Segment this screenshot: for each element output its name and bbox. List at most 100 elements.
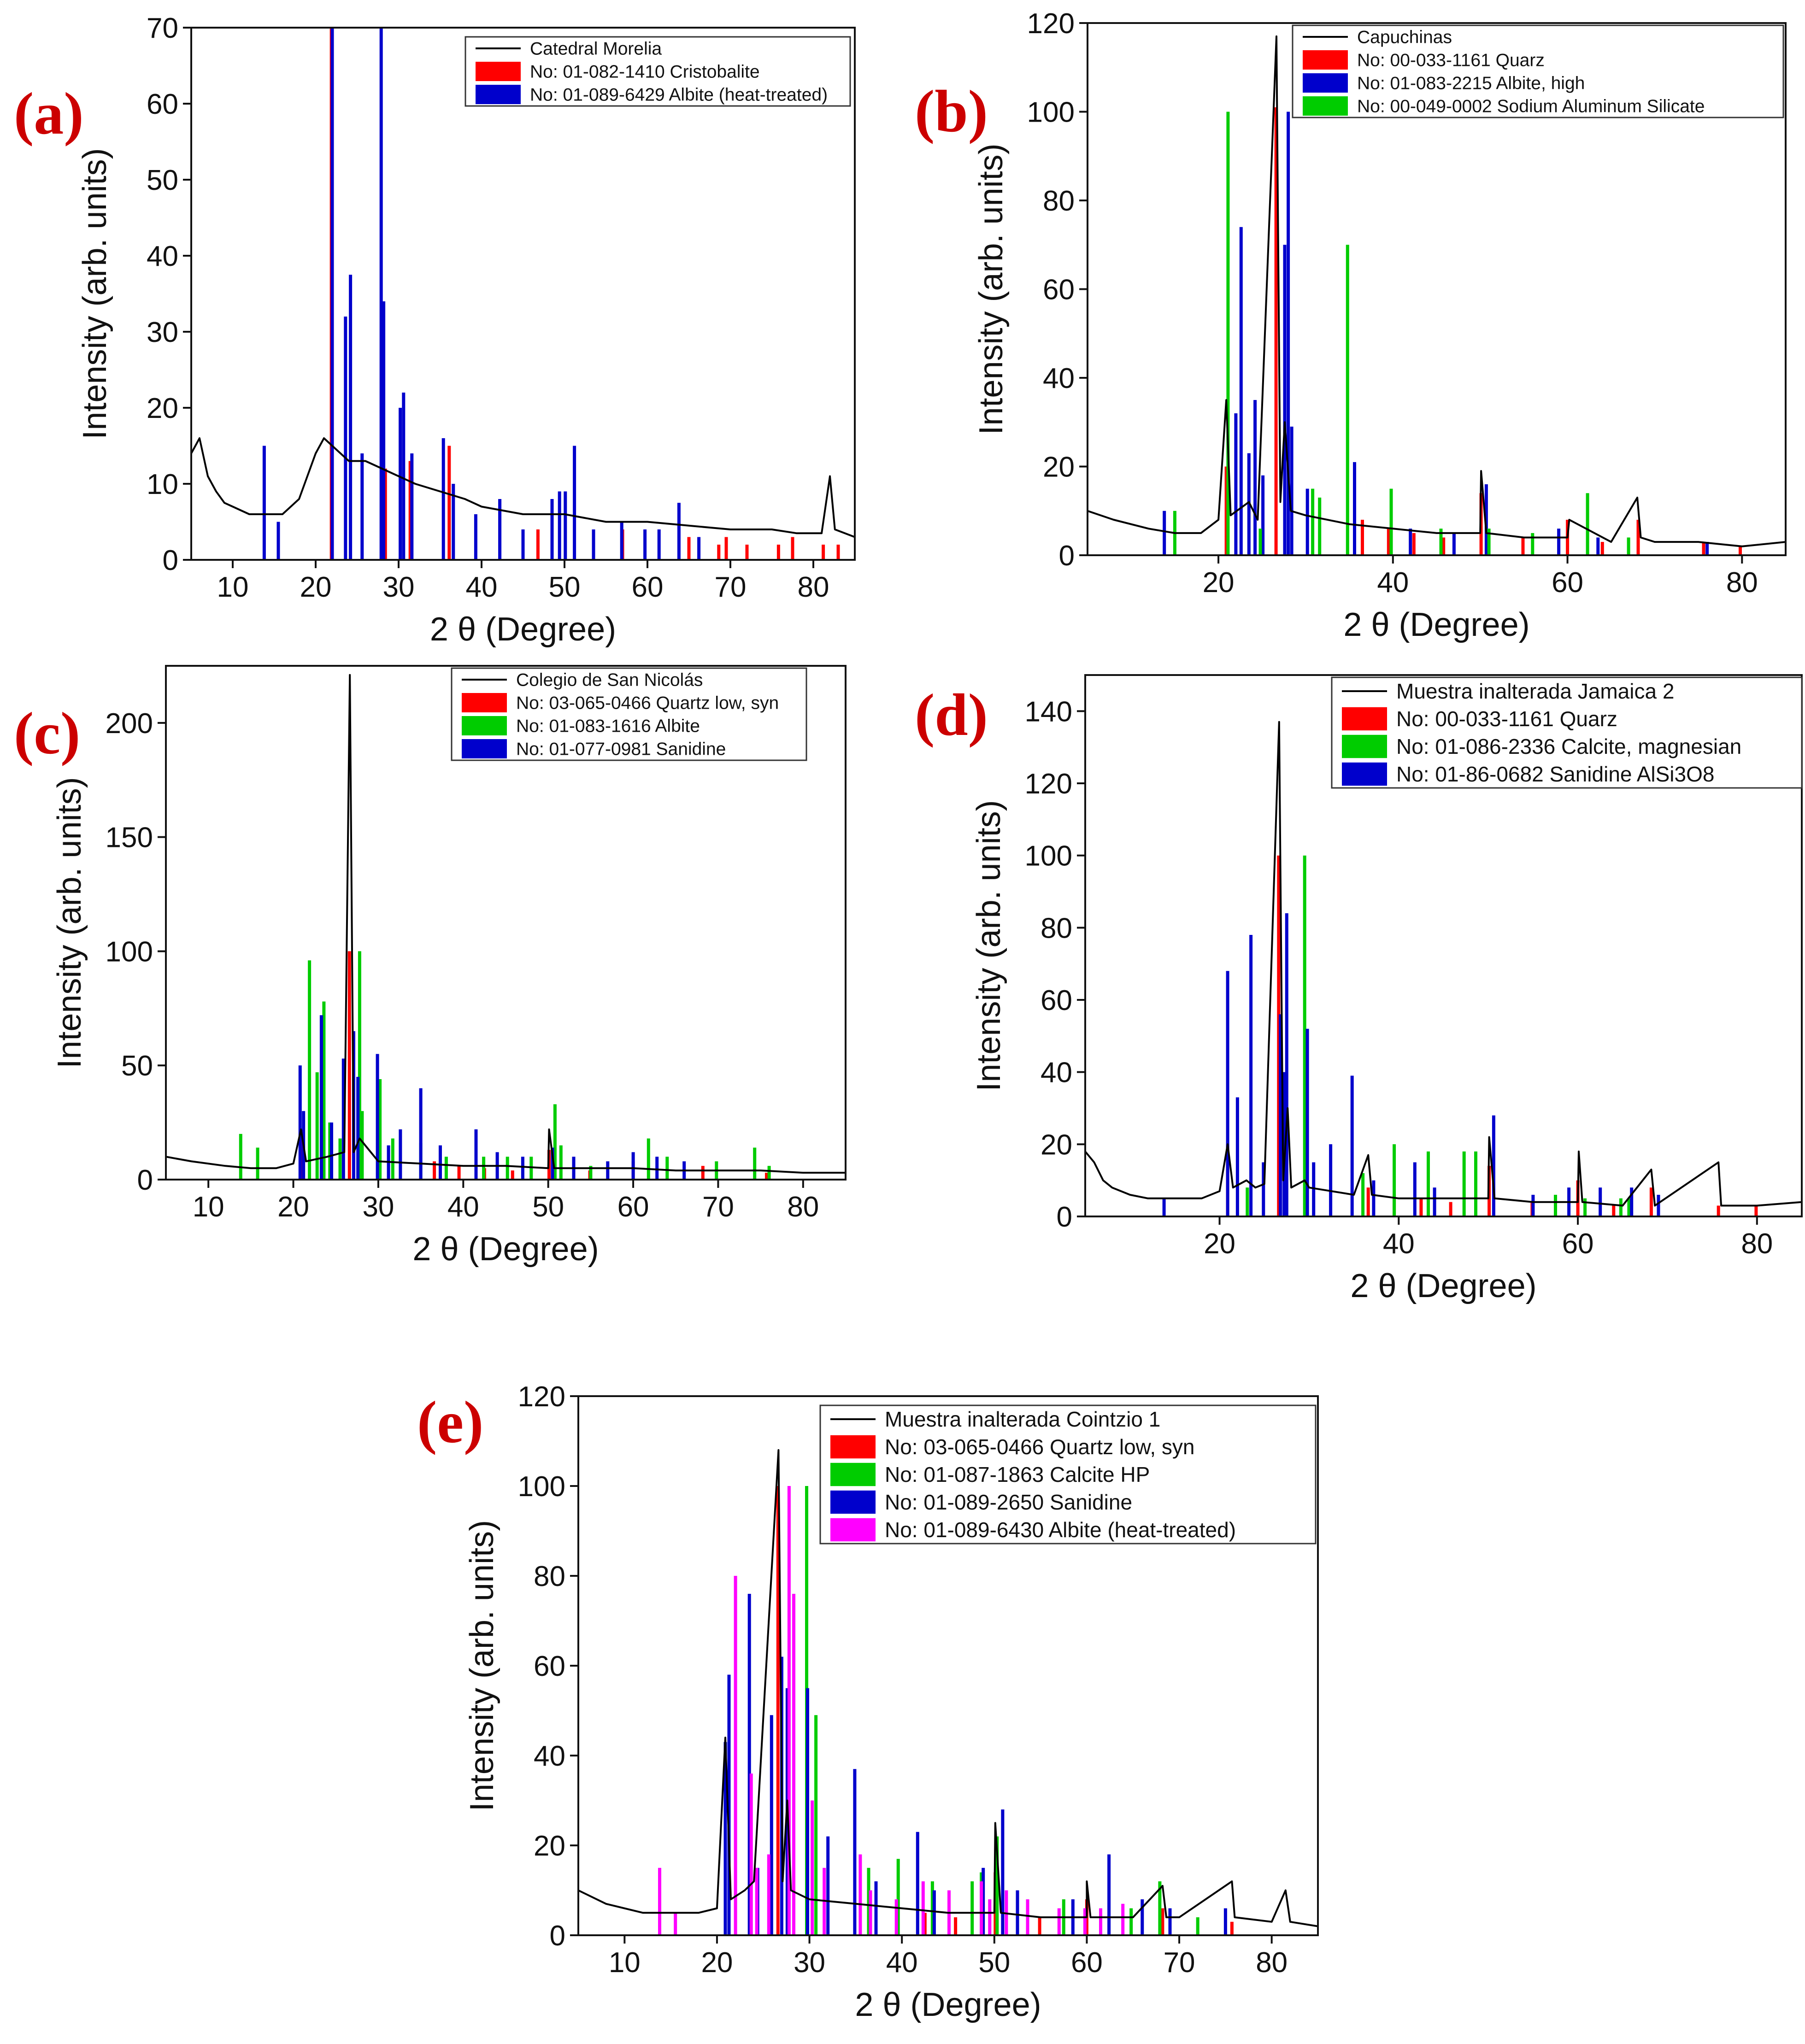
x-tick-label: 80 (798, 571, 829, 603)
legend-label: No: 01-86-0682 Sanidine AlSi3O8 (1396, 762, 1714, 786)
y-tick-label: 100 (1027, 97, 1075, 129)
panel-letter: (b) (915, 78, 988, 145)
panel-letter: (c) (14, 700, 80, 767)
panel-letter: (d) (915, 682, 988, 748)
y-tick-label: 150 (106, 822, 153, 854)
y-tick-label: 0 (1059, 540, 1075, 572)
y-tick-label: 140 (1025, 696, 1072, 728)
legend-color-swatch (1342, 734, 1387, 758)
legend-label: No: 03-065-0466 Quartz low, syn (885, 1435, 1194, 1459)
legend-color-swatch (462, 739, 507, 758)
panel-letter: (a) (14, 81, 84, 147)
pattern-line-muestra-inalterada-jamaica-2 (1085, 721, 1802, 1207)
y-tick-label: 30 (147, 317, 178, 348)
x-tick-label: 20 (300, 571, 332, 603)
legend: Capuchinas No: 00-033-1161 Quarz No: 01-08… (1292, 24, 1784, 118)
legend-label: No: 03-065-0466 Quartz low, syn (516, 693, 779, 713)
x-tick-label: 40 (466, 571, 498, 603)
x-tick-label: 40 (1383, 1228, 1415, 1260)
x-axis-label: 2 θ (Degree) (412, 1231, 599, 1268)
plot-frame (165, 665, 847, 1181)
y-tick-label: 120 (518, 1381, 565, 1413)
y-tick-label: 50 (121, 1050, 153, 1082)
legend-color-swatch (476, 85, 521, 104)
legend: Colegio de San Nicolás No: 03-065-0466 Qu… (451, 667, 807, 761)
y-tick-label: 100 (518, 1471, 565, 1503)
x-tick-label: 70 (1164, 1947, 1195, 1979)
y-tick-label: 0 (550, 1920, 565, 1952)
legend-label: No: 00-033-1161 Quarz (1396, 707, 1617, 731)
legend-label: Muestra inalterada Jamaica 2 (1396, 679, 1674, 703)
y-tick-label: 20 (1043, 452, 1075, 483)
y-axis-label: Intensity (arb. units) (970, 800, 1007, 1091)
x-tick-label: 60 (632, 571, 664, 603)
legend-label: Colegio de San Nicolás (516, 670, 703, 690)
legend-color-swatch (830, 1518, 876, 1542)
x-tick-label: 80 (1741, 1228, 1773, 1260)
legend-box (819, 1404, 1317, 1545)
legend-label: No: 01-077-0981 Sanidine (516, 740, 726, 759)
legend-color-swatch (830, 1463, 876, 1486)
y-tick-label: 70 (147, 12, 178, 44)
legend-color-swatch (830, 1490, 876, 1514)
legend-color-swatch (1303, 96, 1348, 116)
x-axis-label: 2 θ (Degree) (1343, 606, 1529, 643)
x-tick-label: 70 (715, 571, 747, 603)
x-tick-label: 50 (549, 571, 581, 603)
y-tick-label: 60 (534, 1650, 565, 1682)
panel-b: 20 40 60 80 0 20 40 60 80 100 120 2 θ (Degree) Inten… (915, 8, 1787, 643)
reference-series-no-01-083-1616-albite (239, 951, 771, 1180)
y-tick-label: 40 (147, 241, 178, 272)
x-tick-label: 10 (609, 1947, 641, 1979)
y-tick-label: 80 (534, 1561, 565, 1592)
legend: Catedral Morelia No: 01-082-1410 Cristoba… (464, 36, 851, 107)
x-tick-label: 60 (1071, 1947, 1103, 1979)
x-tick-label: 60 (617, 1191, 649, 1223)
x-tick-label: 10 (217, 571, 249, 603)
panel-e: 10 20 30 40 50 60 70 80 0 20 40 60 80 100 120 2 θ (Degr… (417, 1381, 1319, 2023)
legend-label: No: 01-089-6429 Albite (heat-treated) (530, 85, 828, 105)
y-axis-label: Intensity (arb. units) (464, 1520, 500, 1811)
legend-label: No: 01-089-2650 Sanidine (885, 1490, 1132, 1514)
pattern-line-catedral-morelia (191, 437, 855, 538)
plot-marks (1088, 35, 1786, 555)
plot-frame (190, 27, 856, 561)
y-tick-label: 40 (534, 1740, 565, 1772)
legend-color-swatch (1303, 50, 1348, 70)
y-tick-label: 120 (1027, 8, 1075, 40)
y-tick-label: 20 (1041, 1129, 1072, 1161)
panel-letter: (e) (417, 1389, 483, 1456)
x-tick-label: 50 (532, 1191, 564, 1223)
legend-label: No: 01-087-1863 Calcite HP (885, 1463, 1150, 1486)
legend-label: No: 01-086-2336 Calcite, magnesian (1396, 734, 1741, 758)
x-tick-label: 30 (794, 1947, 825, 1979)
legend: Muestra inalterada Jamaica 2 No: 00-033-1… (1331, 676, 1803, 789)
legend-box (464, 36, 851, 107)
y-tick-label: 60 (1041, 985, 1072, 1016)
x-axis-label: 2 θ (Degree) (1350, 1268, 1536, 1304)
x-tick-label: 20 (1203, 567, 1235, 599)
y-tick-label: 120 (1025, 768, 1072, 800)
y-tick-label: 200 (106, 708, 153, 740)
legend-color-swatch (462, 716, 507, 735)
x-tick-label: 40 (886, 1947, 918, 1979)
plot-frame (1084, 674, 1803, 1217)
x-tick-label: 60 (1552, 567, 1583, 599)
x-tick-label: 20 (277, 1191, 309, 1223)
legend-color-swatch (1342, 707, 1387, 731)
y-tick-label: 0 (1057, 1201, 1072, 1233)
legend-label: Capuchinas (1357, 28, 1452, 47)
x-axis-label: 2 θ (Degree) (855, 1986, 1041, 2023)
legend-label: No: 00-033-1161 Quarz (1357, 51, 1545, 70)
reference-series-no-01-86-0682-sanidine-alsi3o8 (1162, 913, 1660, 1216)
x-tick-label: 80 (1256, 1947, 1288, 1979)
y-tick-label: 40 (1041, 1057, 1072, 1089)
y-tick-label: 20 (534, 1830, 565, 1862)
y-tick-label: 100 (106, 936, 153, 968)
y-tick-label: 100 (1025, 840, 1072, 872)
legend-label: Muestra inalterada Cointzio 1 (885, 1407, 1160, 1431)
x-tick-label: 80 (1726, 567, 1758, 599)
x-tick-label: 20 (701, 1947, 733, 1979)
legend-box (1292, 24, 1784, 118)
